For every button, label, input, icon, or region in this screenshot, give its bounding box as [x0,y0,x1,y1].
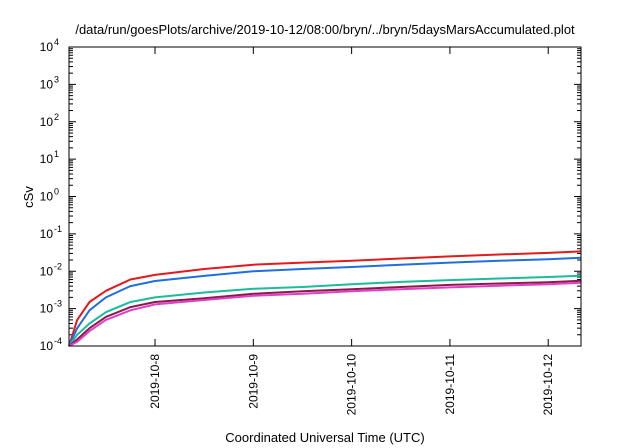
y-tick-label: 10 [40,115,54,129]
x-tick-label: 2019-10-8 [148,354,162,409]
y-tick-exponent: 0 [54,187,59,197]
y-tick-label: 10 [40,339,54,353]
y-axis-label: cSv [21,186,36,208]
y-tick-exponent: -3 [54,299,62,309]
y-tick-exponent: -1 [54,224,62,234]
x-tick-label: 2019-10-10 [345,354,359,416]
x-tick-label: 2019-10-11 [443,354,457,415]
y-tick-label: 10 [40,152,54,166]
y-tick-exponent: 1 [54,149,59,159]
x-axis-label: Coordinated Universal Time (UTC) [225,430,424,445]
chart-title: /data/run/goesPlots/archive/2019-10-12/0… [75,22,575,37]
y-tick-exponent: 3 [54,74,59,84]
y-tick-label: 10 [40,77,54,91]
y-tick-label: 10 [40,264,54,278]
y-tick-exponent: -2 [54,261,62,271]
series-line-4 [68,279,582,347]
series-line-3 [68,274,582,347]
series-group [68,250,582,347]
x-tick-label: 2019-10-12 [541,354,555,416]
y-tick-label: 10 [40,302,54,316]
y-tick-exponent: 4 [54,37,59,47]
series-line-2 [68,256,582,347]
y-tick-label: 10 [40,227,54,241]
series-line-5 [68,281,582,347]
y-tick-label: 10 [40,190,54,204]
plot-frame [68,46,582,347]
y-tick-exponent: 2 [54,112,59,122]
y-tick-label: 10 [40,40,54,54]
y-tick-exponent: -4 [54,336,62,346]
x-tick-label: 2019-10-9 [246,354,260,409]
series-line-1 [68,250,582,347]
